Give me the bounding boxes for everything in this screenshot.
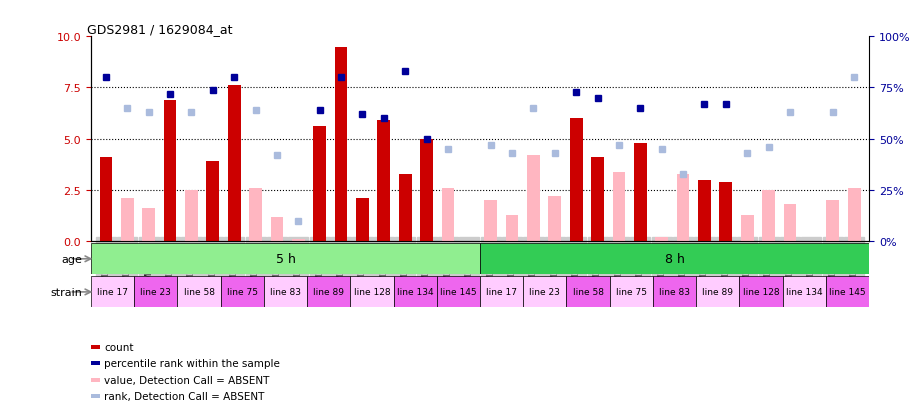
Bar xyxy=(484,201,497,242)
Bar xyxy=(399,174,411,242)
Bar xyxy=(177,277,220,308)
Bar xyxy=(480,277,523,308)
Text: line 128: line 128 xyxy=(743,288,779,297)
Text: line 134: line 134 xyxy=(786,288,823,297)
Text: line 134: line 134 xyxy=(397,288,433,297)
Text: line 17: line 17 xyxy=(97,288,128,297)
Bar xyxy=(292,240,305,242)
Bar xyxy=(437,277,480,308)
Text: age: age xyxy=(61,254,82,264)
Bar xyxy=(566,277,610,308)
Text: line 23: line 23 xyxy=(530,288,561,297)
Bar xyxy=(549,197,561,242)
Text: line 17: line 17 xyxy=(486,288,517,297)
Bar xyxy=(848,188,861,242)
Bar xyxy=(185,190,197,242)
Text: line 89: line 89 xyxy=(313,288,344,297)
Bar xyxy=(570,119,582,242)
Bar xyxy=(739,277,783,308)
Bar xyxy=(420,140,433,242)
Bar xyxy=(634,143,647,242)
Text: line 83: line 83 xyxy=(270,288,301,297)
Bar xyxy=(480,244,869,275)
Bar xyxy=(228,86,240,242)
Bar xyxy=(826,277,869,308)
Text: GDS2981 / 1629084_at: GDS2981 / 1629084_at xyxy=(87,23,233,36)
Text: line 58: line 58 xyxy=(572,288,603,297)
Bar xyxy=(784,205,796,242)
Bar xyxy=(741,215,753,242)
Bar xyxy=(220,277,264,308)
Bar xyxy=(356,199,369,242)
Text: line 83: line 83 xyxy=(659,288,690,297)
Text: line 75: line 75 xyxy=(227,288,258,297)
Bar xyxy=(677,174,690,242)
Text: line 58: line 58 xyxy=(184,288,215,297)
Bar xyxy=(91,394,100,399)
Text: strain: strain xyxy=(50,287,82,297)
Bar xyxy=(135,277,177,308)
Text: count: count xyxy=(105,342,134,352)
Bar xyxy=(313,127,326,242)
Bar xyxy=(264,277,308,308)
Bar xyxy=(378,121,390,242)
Bar xyxy=(164,100,177,242)
Text: rank, Detection Call = ABSENT: rank, Detection Call = ABSENT xyxy=(105,392,265,401)
Bar xyxy=(826,201,839,242)
Bar xyxy=(441,188,454,242)
Bar xyxy=(207,162,219,242)
Text: line 145: line 145 xyxy=(829,288,865,297)
Text: line 128: line 128 xyxy=(354,288,390,297)
Bar xyxy=(249,188,262,242)
Bar xyxy=(91,277,135,308)
Text: line 145: line 145 xyxy=(440,288,477,297)
Text: 5 h: 5 h xyxy=(276,253,296,266)
Bar xyxy=(270,217,283,242)
Text: line 89: line 89 xyxy=(703,288,733,297)
Bar xyxy=(99,158,112,242)
Bar xyxy=(698,180,711,242)
Bar xyxy=(335,47,348,242)
Bar xyxy=(523,277,566,308)
Bar xyxy=(610,277,652,308)
Bar xyxy=(696,277,739,308)
Text: percentile rank within the sample: percentile rank within the sample xyxy=(105,358,280,368)
Bar xyxy=(527,156,540,242)
Bar xyxy=(350,277,393,308)
Text: value, Detection Call = ABSENT: value, Detection Call = ABSENT xyxy=(105,375,269,385)
Text: 8 h: 8 h xyxy=(664,253,684,266)
Bar xyxy=(652,277,696,308)
Bar xyxy=(91,378,100,382)
Bar xyxy=(506,215,519,242)
Bar xyxy=(783,277,826,308)
Bar xyxy=(763,190,775,242)
Bar xyxy=(612,172,625,242)
Bar xyxy=(91,244,480,275)
Text: line 23: line 23 xyxy=(140,288,171,297)
Bar xyxy=(91,345,100,349)
Bar xyxy=(592,158,604,242)
Bar xyxy=(393,277,437,308)
Bar xyxy=(91,361,100,366)
Text: line 75: line 75 xyxy=(616,288,647,297)
Bar xyxy=(720,182,733,242)
Bar xyxy=(121,199,134,242)
Bar xyxy=(308,277,350,308)
Bar xyxy=(655,237,668,242)
Bar xyxy=(142,209,155,242)
